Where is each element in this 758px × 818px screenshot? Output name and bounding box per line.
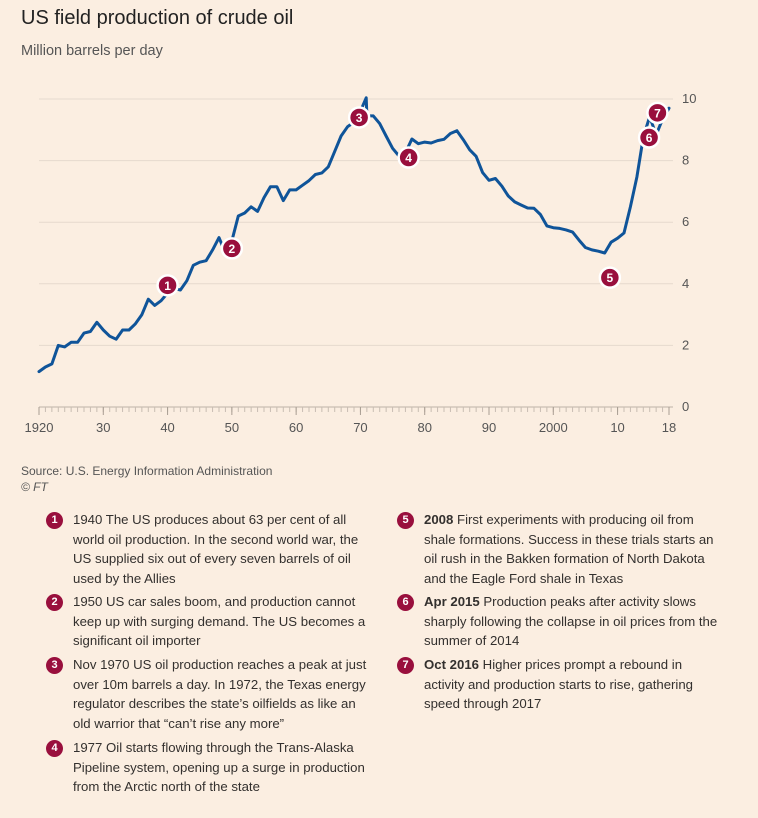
annotation-number: 6 (646, 131, 653, 145)
note-lead-5: 2008 (424, 512, 454, 527)
x-tick-label: 2000 (539, 420, 568, 435)
note-3: 3 Nov 1970 US oil production reaches a p… (46, 655, 373, 733)
note-text-5: First experiments with producing oil fro… (424, 512, 714, 586)
y-tick-label: 4 (682, 276, 689, 291)
note-lead-7: Oct 2016 (424, 657, 479, 672)
x-tick-label: 60 (289, 420, 303, 435)
x-tick-label: 80 (417, 420, 431, 435)
annotation-number: 4 (405, 151, 412, 165)
line-chart: 0 2 4 6 8 10 1920 30 40 50 60 70 80 90 2000 10 18 1 2 3 4 5… (25, 91, 697, 435)
note-7: 7 Oct 2016 Higher prices prompt a reboun… (397, 655, 724, 714)
gridlines (39, 98, 673, 408)
annotation-marker-2: 2 (220, 237, 244, 260)
annotation-marker-5: 5 (598, 266, 622, 289)
note-number-6: 6 (397, 594, 414, 611)
x-tick-label: 40 (160, 420, 174, 435)
annotation-markers: 1 2 3 4 5 67 (156, 101, 669, 297)
note-text-7: Higher prices prompt a rebound in activi… (424, 657, 694, 711)
source-note: Source: U.S. Energy Information Administ… (21, 463, 272, 495)
x-tick-label: 18 (662, 420, 676, 435)
source-text: Source: U.S. Energy Information Administ… (21, 464, 273, 478)
note-number-4: 4 (46, 740, 63, 757)
x-tick-label: 70 (353, 420, 367, 435)
annotation-marker-3: 3 (347, 106, 371, 129)
x-axis: 1920 30 40 50 60 70 80 90 2000 10 18 (25, 407, 676, 435)
note-2: 2 1950 US car sales boom, and production… (46, 592, 373, 651)
note-text-3: Nov 1970 US oil production reaches a pea… (73, 657, 367, 731)
production-line (37, 96, 671, 374)
note-text-2: 1950 US car sales boom, and production c… (73, 594, 366, 648)
note-number-2: 2 (46, 594, 63, 611)
note-1: 1 1940 The US produces about 63 per cent… (46, 510, 373, 588)
note-text-4: 1977 Oil starts flowing through the Tran… (73, 740, 365, 794)
x-tick-label: 30 (96, 420, 110, 435)
annotation-number: 5 (607, 271, 614, 285)
note-number-7: 7 (397, 657, 414, 674)
annotation-marker-7: 7 (646, 101, 669, 125)
note-text-6: Production peaks after activity slows sh… (424, 594, 718, 648)
note-5: 5 2008 First experiments with producing … (397, 510, 724, 588)
annotation-number: 7 (654, 106, 661, 120)
note-number-1: 1 (46, 512, 63, 529)
annotation-number: 2 (229, 242, 236, 256)
y-tick-label: 6 (682, 214, 689, 229)
x-tick-label: 10 (610, 420, 624, 435)
x-tick-label: 50 (225, 420, 239, 435)
annotation-marker-1: 1 (156, 274, 179, 297)
x-tick-label: 1920 (25, 420, 54, 435)
y-tick-label: 10 (682, 91, 696, 106)
note-number-5: 5 (397, 512, 414, 529)
y-tick-label: 8 (682, 153, 689, 168)
annotation-number: 1 (164, 279, 171, 293)
note-text-1: 1940 The US produces about 63 per cent o… (73, 512, 359, 586)
annotation-marker-6: 6 (637, 126, 661, 149)
note-lead-6: Apr 2015 (424, 594, 480, 609)
note-number-3: 3 (46, 657, 63, 674)
x-tick-label: 90 (482, 420, 496, 435)
annotation-number: 3 (356, 111, 363, 125)
y-axis-tick-labels: 0 2 4 6 8 10 (682, 91, 696, 414)
chart-title: US field production of crude oil (21, 7, 294, 29)
credit-text: © FT (21, 480, 48, 494)
y-tick-label: 0 (682, 399, 689, 414)
note-4: 4 1977 Oil starts flowing through the Tr… (46, 738, 373, 797)
annotation-marker-4: 4 (397, 146, 420, 169)
y-tick-label: 2 (682, 337, 689, 352)
chart-subtitle: Million barrels per day (21, 43, 163, 59)
note-6: 6 Apr 2015 Production peaks after activi… (397, 592, 724, 651)
